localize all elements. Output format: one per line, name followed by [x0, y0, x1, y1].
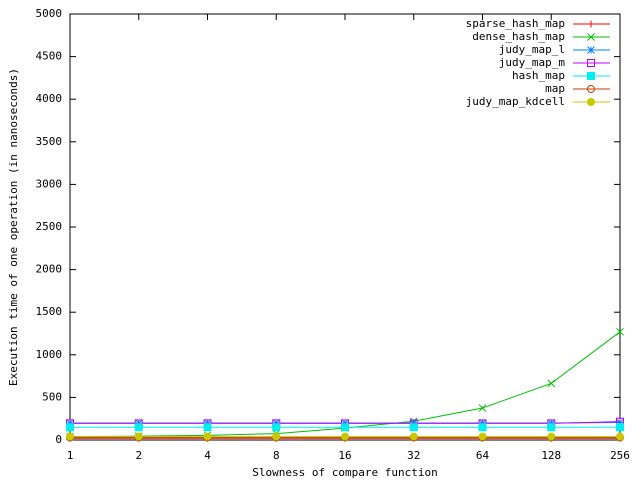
marker — [547, 379, 556, 388]
x-axis-title: Slowness of compare function — [252, 466, 437, 479]
x-tick-label: 4 — [204, 449, 211, 462]
legend-marker — [587, 20, 595, 28]
x-tick-label: 1 — [67, 449, 74, 462]
marker — [272, 432, 281, 441]
marker — [203, 423, 212, 432]
marker — [547, 432, 556, 441]
y-tick-label: 1500 — [36, 305, 63, 318]
marker — [616, 432, 624, 441]
legend-label: sparse_hash_map — [466, 17, 565, 30]
marker — [478, 404, 487, 412]
marker — [547, 423, 556, 432]
legend-marker — [587, 72, 595, 80]
marker — [341, 432, 349, 441]
marker — [409, 423, 418, 432]
x-tick-label: 8 — [273, 449, 280, 462]
legend-label: dense_hash_map — [472, 30, 565, 43]
y-tick-label: 2500 — [36, 220, 63, 233]
y-tick-label: 4000 — [36, 92, 63, 105]
legend-label: judy_map_l — [499, 43, 565, 56]
marker — [203, 432, 212, 441]
x-tick-label: 64 — [476, 449, 490, 462]
marker — [66, 423, 74, 432]
y-tick-label: 500 — [42, 390, 62, 403]
x-tick-label: 32 — [407, 449, 420, 462]
legend-label: judy_map_m — [499, 56, 566, 69]
marker — [478, 432, 487, 441]
y-tick-label: 0 — [55, 433, 62, 446]
y-axis-title: Execution time of one operation (in nano… — [7, 68, 20, 386]
legend-marker — [587, 85, 595, 93]
legend-label: hash_map — [512, 69, 565, 82]
x-tick-label: 128 — [541, 449, 561, 462]
y-tick-label: 5000 — [36, 7, 63, 20]
y-tick-label: 3500 — [36, 135, 63, 148]
x-tick-label: 2 — [135, 449, 142, 462]
marker — [478, 423, 487, 432]
marker — [409, 432, 418, 441]
x-tick-label: 16 — [338, 449, 351, 462]
x-tick-label: 256 — [610, 449, 630, 462]
legend-label: judy_map_kdcell — [466, 95, 565, 108]
marker — [66, 432, 74, 441]
y-tick-label: 1000 — [36, 348, 63, 361]
marker — [134, 423, 143, 432]
marker — [616, 423, 624, 432]
marker — [134, 432, 143, 441]
marker — [341, 423, 349, 432]
legend-marker — [587, 46, 595, 54]
marker — [616, 418, 624, 427]
marker — [616, 327, 624, 336]
y-tick-label: 3000 — [36, 177, 63, 190]
legend-marker — [587, 33, 595, 41]
legend-marker — [587, 59, 595, 67]
marker — [272, 423, 281, 432]
legend-label: map — [545, 82, 565, 95]
y-tick-label: 4500 — [36, 50, 63, 63]
y-tick-label: 2000 — [36, 263, 63, 276]
legend-marker — [587, 98, 595, 106]
